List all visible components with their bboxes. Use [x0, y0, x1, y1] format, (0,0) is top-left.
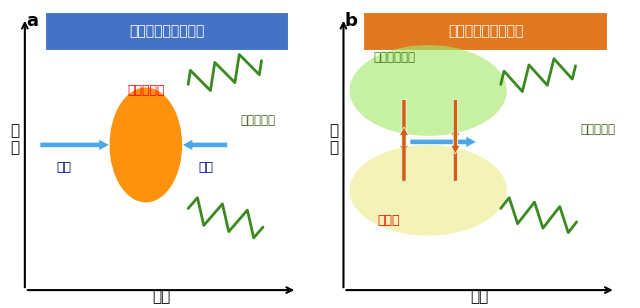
FancyArrow shape: [399, 99, 408, 154]
Text: b: b: [344, 12, 358, 30]
Text: 大気の圧縮: 大気の圧縮: [127, 84, 164, 97]
Ellipse shape: [349, 45, 507, 136]
Ellipse shape: [109, 87, 182, 202]
FancyArrow shape: [451, 99, 460, 154]
Text: 大気重力波: 大気重力波: [580, 123, 616, 136]
Text: 経度: 経度: [470, 289, 489, 304]
Text: 経度: 経度: [152, 289, 170, 304]
FancyArrow shape: [399, 127, 408, 181]
Text: 加速減速メカニズム: 加速減速メカニズム: [129, 25, 205, 38]
Text: a: a: [26, 12, 38, 30]
Text: 加速: 加速: [57, 161, 72, 174]
FancyBboxPatch shape: [363, 12, 608, 51]
FancyArrow shape: [410, 136, 477, 148]
Text: 減速: 減速: [199, 161, 214, 174]
Text: 山岳波的メカニズム: 山岳波的メカニズム: [448, 25, 524, 38]
Ellipse shape: [349, 145, 507, 236]
FancyArrow shape: [182, 139, 227, 151]
FancyArrow shape: [451, 127, 460, 181]
Text: 大気重力波: 大気重力波: [241, 114, 276, 127]
Text: 高
度: 高 度: [329, 123, 339, 155]
FancyArrow shape: [40, 139, 109, 151]
Text: 鉛直流: 鉛直流: [378, 214, 400, 227]
Text: 高
度: 高 度: [11, 123, 20, 155]
Text: 温位面の歪み: 温位面の歪み: [374, 51, 416, 64]
FancyBboxPatch shape: [45, 12, 289, 51]
